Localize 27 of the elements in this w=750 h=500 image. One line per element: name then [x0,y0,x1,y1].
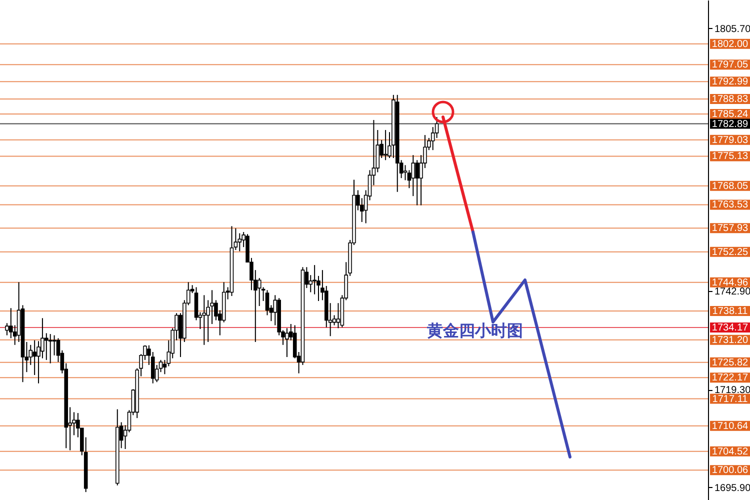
ref-line-label: 1792.99 [712,76,749,88]
ref-line-label: 1738.11 [712,306,748,317]
ref-line-label: 1797.05 [712,60,749,71]
ref-line-label: 1722.17 [712,372,749,384]
y-tick-label: 1719.30 [714,385,750,396]
ref-line-label: 1788.83 [712,94,749,105]
y-tick-label: 1742.90 [714,286,750,298]
ref-line-label: 1710.64 [712,420,749,432]
ref-line-label: 1717.11 [712,394,748,405]
ref-line-label: 1802.00 [712,38,749,50]
ref-line-label: 1725.82 [712,357,749,368]
ref-line-label: 1704.52 [712,446,749,458]
ref-line-label: 1757.93 [712,223,749,234]
annotation: 黄金四小时图 [426,322,523,340]
ref-line-label: 1782.89 [712,118,749,130]
y-tick-label: 1695.90 [714,482,750,494]
ref-line-label: 1734.17 [712,322,749,334]
ref-line-label: 1779.03 [712,134,749,146]
ref-line-label: 1785.24 [712,108,749,120]
ref-line-label: 1768.05 [712,180,749,192]
ref-line-label: 1731.20 [712,334,749,346]
ref-line-label: 1775.13 [712,151,749,162]
ref-line-label: 1744.96 [712,277,749,288]
ref-line-label: 1752.25 [712,246,749,258]
ref-line-label: 1700.06 [712,465,749,476]
y-tick-label: 1805.70 [714,24,750,35]
ref-line-label: 1763.53 [712,200,749,211]
